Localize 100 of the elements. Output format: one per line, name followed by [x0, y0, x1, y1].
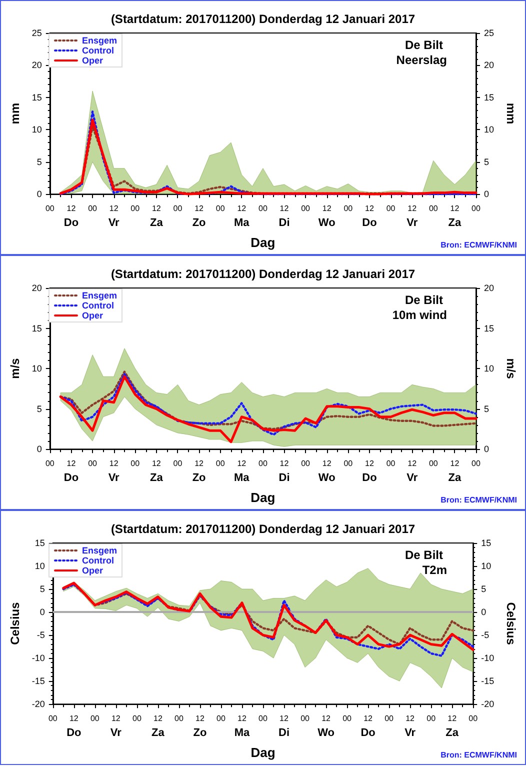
x-tick-label: 12 Di: [278, 714, 290, 740]
x-tick-label: 12 Do: [66, 714, 82, 740]
x-tick-label: 00: [258, 714, 268, 724]
x-tick-label: 12 Vr: [110, 714, 122, 740]
y2-tick-label: 10: [481, 561, 492, 572]
y-tick-label: 5: [36, 156, 42, 167]
x-tick-label: 00: [90, 714, 100, 724]
y2-tick-label: -20: [481, 699, 494, 710]
y2-tick-label: 5: [484, 404, 490, 414]
y-tick-label: -5: [36, 630, 45, 640]
legend-label: Control: [82, 46, 114, 56]
y2-tick-label: 20: [484, 283, 494, 293]
y-tick-label: 20: [32, 283, 42, 293]
x-axis-title: Dag: [250, 490, 276, 505]
x-tick-label: 00: [130, 204, 140, 214]
x-tick-label: 00: [472, 204, 481, 214]
legend-label: Control: [82, 300, 114, 310]
legend-label: Oper: [82, 566, 104, 576]
x-tick-label: 00: [344, 459, 354, 468]
legend-label: Ensgem: [82, 546, 118, 556]
x-tick-label: 00: [386, 204, 396, 214]
x-tick-label: 00: [258, 204, 268, 214]
x-tick-label: 12 Di: [278, 459, 290, 484]
y2-tick-label: 10: [484, 364, 494, 374]
annotation: De Bilt: [404, 548, 444, 562]
x-tick-label: 12 Ma: [234, 714, 251, 740]
y-tick-label: 10: [32, 124, 42, 135]
x-axis-title: Dag: [250, 745, 276, 760]
x-tick-label: 12 Zo: [192, 204, 206, 230]
annotation: De Bilt: [404, 293, 444, 307]
annotation: Neerslag: [396, 53, 448, 67]
y-tick-label: 5: [36, 404, 42, 414]
x-tick-label: 00: [173, 459, 183, 468]
chart-title: (Startdatum: 2017011200) Donderdag 12 Januari 2017: [110, 12, 416, 26]
x-tick-label: 00: [300, 714, 310, 724]
text: Bron: ECMWF/KNMI: [440, 496, 518, 504]
x-axis-title: Dag: [250, 235, 276, 250]
x-tick-label: 00: [342, 714, 352, 724]
x-tick-label: 00: [426, 714, 436, 724]
x-tick-label: 00: [216, 204, 226, 214]
x-tick-label: 00: [386, 459, 396, 468]
x-tick-label: 00: [173, 204, 183, 214]
y-axis-title: m/s: [8, 358, 22, 379]
x-tick-label: 00: [472, 459, 481, 468]
x-tick-label: 00: [344, 204, 354, 214]
y2-axis-title: Celsius: [504, 602, 518, 646]
y2-tick-label: 25: [484, 28, 494, 38]
legend-label: Ensgem: [82, 290, 118, 300]
y2-tick-label: -15: [481, 676, 494, 686]
y2-axis-title: m/s: [504, 358, 518, 380]
y-tick-label: 0: [36, 444, 42, 454]
y-tick-label: 10: [32, 364, 42, 374]
x-tick-label: 12 Za: [448, 204, 462, 230]
legend-label: Oper: [82, 310, 104, 320]
y2-tick-label: 0: [481, 607, 486, 618]
y-tick-label: 15: [32, 92, 42, 102]
legend-label: Control: [82, 556, 114, 566]
x-tick-label: 00: [301, 459, 311, 468]
y2-tick-label: 15: [484, 323, 494, 334]
x-tick-label: 12 Wo: [318, 204, 336, 230]
y-axis-title: Celsius: [8, 602, 22, 645]
y-tick-label: -20: [32, 699, 45, 710]
legend-label: Ensgem: [82, 36, 118, 46]
x-tick-label: 00: [216, 459, 226, 468]
y-tick-label: 5: [40, 584, 45, 594]
y-tick-label: 0: [40, 607, 45, 618]
x-tick-label: 12 Vr: [108, 204, 120, 230]
x-tick-label: 00: [428, 204, 438, 214]
x-tick-label: 12 Do: [360, 714, 376, 740]
x-tick-label: 00: [45, 459, 55, 468]
y2-tick-label: 15: [484, 92, 494, 102]
x-tick-label: 12 Ma: [234, 204, 250, 230]
y2-tick-label: 0: [484, 444, 490, 454]
x-tick-label: 00: [174, 714, 184, 724]
y2-axis-title: mm: [504, 102, 518, 124]
y-tick-label: -10: [32, 653, 45, 664]
annotation: 10m wind: [392, 308, 448, 322]
chart-title: (Startdatum: 2017011200) Donderdag 12 Januari 2017: [110, 267, 416, 281]
x-tick-label: 00: [45, 204, 55, 214]
x-tick-label: 00: [88, 204, 98, 214]
y2-tick-label: 0: [484, 189, 490, 200]
text: Bron: ECMWF/KNMI: [440, 750, 518, 760]
x-tick-label: 12 Za: [150, 204, 164, 230]
x-tick-label: 00: [48, 714, 58, 724]
x-tick-label: 00: [132, 714, 142, 724]
x-tick-label: 12 Vr: [108, 459, 120, 484]
x-tick-label: 00: [88, 459, 98, 468]
chart-title: (Startdatum: 2017011200) Donderdag 12 Januari 2017: [110, 522, 416, 536]
x-tick-label: 00: [258, 459, 268, 468]
y-tick-label: 10: [34, 561, 45, 572]
x-tick-label: 00: [468, 714, 478, 724]
x-tick-label: 12 Za: [152, 714, 166, 740]
y2-tick-label: 20: [484, 60, 494, 70]
x-tick-label: 12 Wo: [318, 714, 335, 740]
annotation: T2m: [422, 563, 448, 577]
x-tick-label: 12 Do: [64, 459, 79, 484]
legend-label: Oper: [82, 56, 104, 66]
x-tick-label: 12 Vr: [406, 459, 418, 484]
x-tick-label: 12 Wo: [318, 459, 336, 484]
x-tick-label: 12 Do: [64, 204, 79, 230]
